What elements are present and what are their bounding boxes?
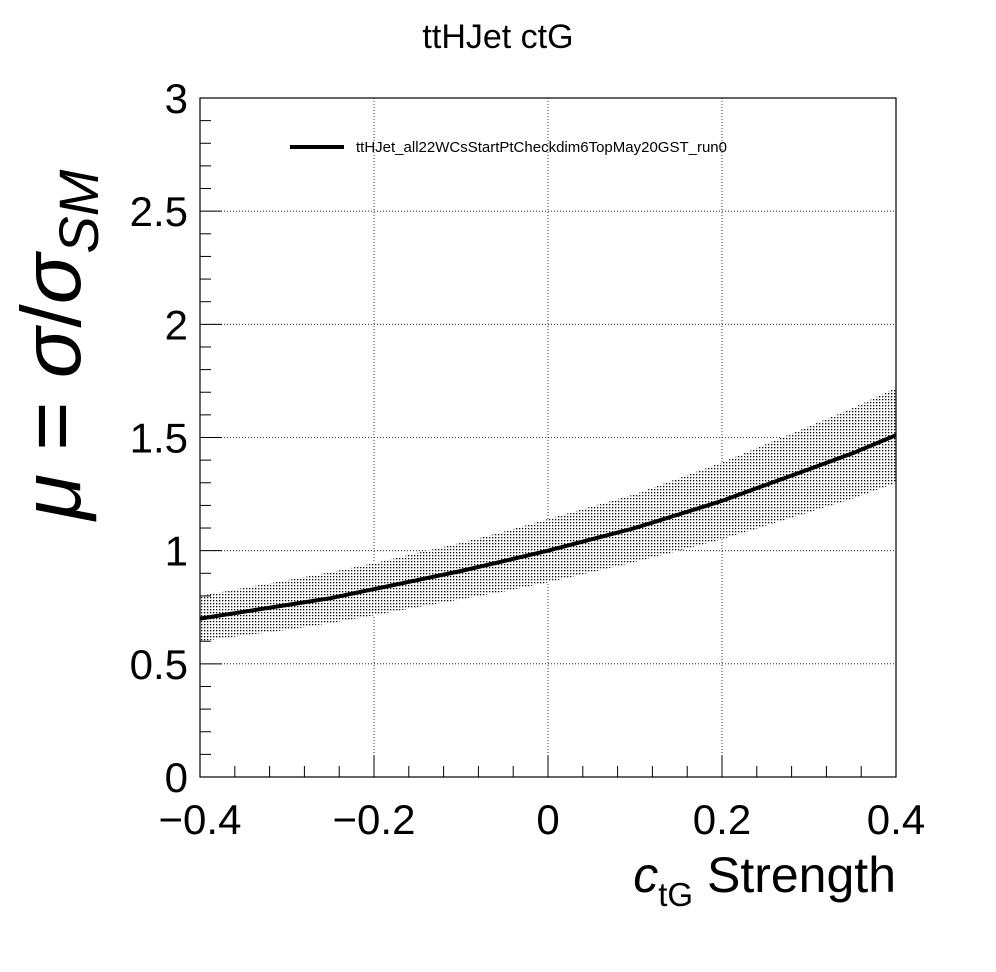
y-axis-label-mu: μ bbox=[4, 474, 98, 522]
x-axis-label-variable: c bbox=[633, 847, 658, 903]
y-tick-label: 3 bbox=[165, 75, 188, 122]
x-tick-labels: −0.4 −0.2 0 0.2 0.4 bbox=[159, 796, 926, 843]
x-axis-label-text: Strength bbox=[693, 847, 896, 903]
y-tick-label: 2 bbox=[165, 301, 188, 348]
uncertainty-band bbox=[200, 387, 896, 642]
axis-ticks bbox=[199, 97, 897, 778]
x-tick-label: 0.4 bbox=[867, 796, 925, 843]
legend: ttHJet_all22WCsStartPtCheckdim6TopMay20G… bbox=[290, 139, 727, 156]
y-tick-label: 2.5 bbox=[130, 188, 188, 235]
y-axis-label-sigma-sm: σ bbox=[4, 250, 98, 304]
y-tick-label: 0.5 bbox=[130, 641, 188, 688]
x-axis-label: ctG Strength bbox=[633, 847, 896, 913]
y-tick-label: 1 bbox=[165, 528, 188, 575]
y-axis-label-subscript: SM bbox=[47, 169, 110, 253]
x-tick-label: 0.2 bbox=[693, 796, 751, 843]
x-tick-label: −0.4 bbox=[159, 796, 242, 843]
grid bbox=[200, 98, 896, 777]
y-tick-labels: 0 0.5 1 1.5 2 2.5 3 bbox=[130, 75, 188, 801]
series-line bbox=[199, 433, 897, 621]
legend-entry-label: ttHJet_all22WCsStartPtCheckdim6TopMay20G… bbox=[356, 139, 727, 156]
series-line-layer bbox=[199, 433, 897, 621]
y-axis-label-equals: = bbox=[4, 378, 98, 474]
x-tick-label: −0.2 bbox=[333, 796, 416, 843]
y-axis-label-sigma: σ bbox=[4, 324, 98, 378]
x-tick-label: 0 bbox=[536, 796, 559, 843]
chart-title: ttHJet ctG bbox=[422, 18, 573, 56]
y-axis-label-slash: / bbox=[4, 304, 98, 328]
x-axis-label-subscript: tG bbox=[658, 876, 693, 913]
y-axis-label: μ = σ/σSM bbox=[4, 169, 110, 522]
y-tick-label: 0 bbox=[165, 754, 188, 801]
y-tick-label: 1.5 bbox=[130, 415, 188, 462]
uncertainty-band-layer bbox=[200, 387, 896, 642]
